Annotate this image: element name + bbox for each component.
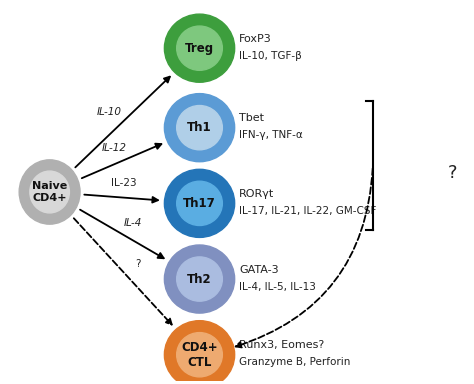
Text: Granzyme B, Perforin: Granzyme B, Perforin [239,357,351,367]
Text: ?: ? [135,258,140,268]
Text: Naive
CD4+: Naive CD4+ [32,181,67,203]
Text: FoxP3: FoxP3 [239,34,272,44]
Ellipse shape [164,245,235,313]
Text: Th2: Th2 [187,273,212,286]
Ellipse shape [164,321,235,384]
Text: RORγt: RORγt [239,189,274,199]
Text: Runx3, Eomes?: Runx3, Eomes? [239,340,325,350]
Text: Treg: Treg [185,42,214,55]
Text: Tbet: Tbet [239,113,264,123]
Ellipse shape [164,14,235,82]
Text: CD4+
CTL: CD4+ CTL [181,341,218,369]
Ellipse shape [30,171,69,213]
Ellipse shape [177,26,222,70]
Text: IL-10: IL-10 [97,107,122,117]
Text: ?: ? [448,164,457,182]
Text: IFN-γ, TNF-α: IFN-γ, TNF-α [239,130,303,140]
Text: IL-17, IL-21, IL-22, GM-CSF: IL-17, IL-21, IL-22, GM-CSF [239,206,377,216]
Text: IL-10, TGF-β: IL-10, TGF-β [239,51,302,61]
Ellipse shape [177,181,222,225]
Ellipse shape [164,94,235,162]
Text: IL-23: IL-23 [111,178,137,188]
Text: IL-4, IL-5, IL-13: IL-4, IL-5, IL-13 [239,281,316,291]
Ellipse shape [177,333,222,377]
Text: IL-12: IL-12 [101,143,127,153]
FancyArrowPatch shape [236,168,373,348]
Ellipse shape [164,169,235,237]
Text: IL-4: IL-4 [124,218,142,228]
Text: Th17: Th17 [183,197,216,210]
Text: GATA-3: GATA-3 [239,265,279,275]
Text: Th1: Th1 [187,121,212,134]
Ellipse shape [19,160,80,224]
Ellipse shape [177,257,222,301]
Ellipse shape [177,106,222,150]
